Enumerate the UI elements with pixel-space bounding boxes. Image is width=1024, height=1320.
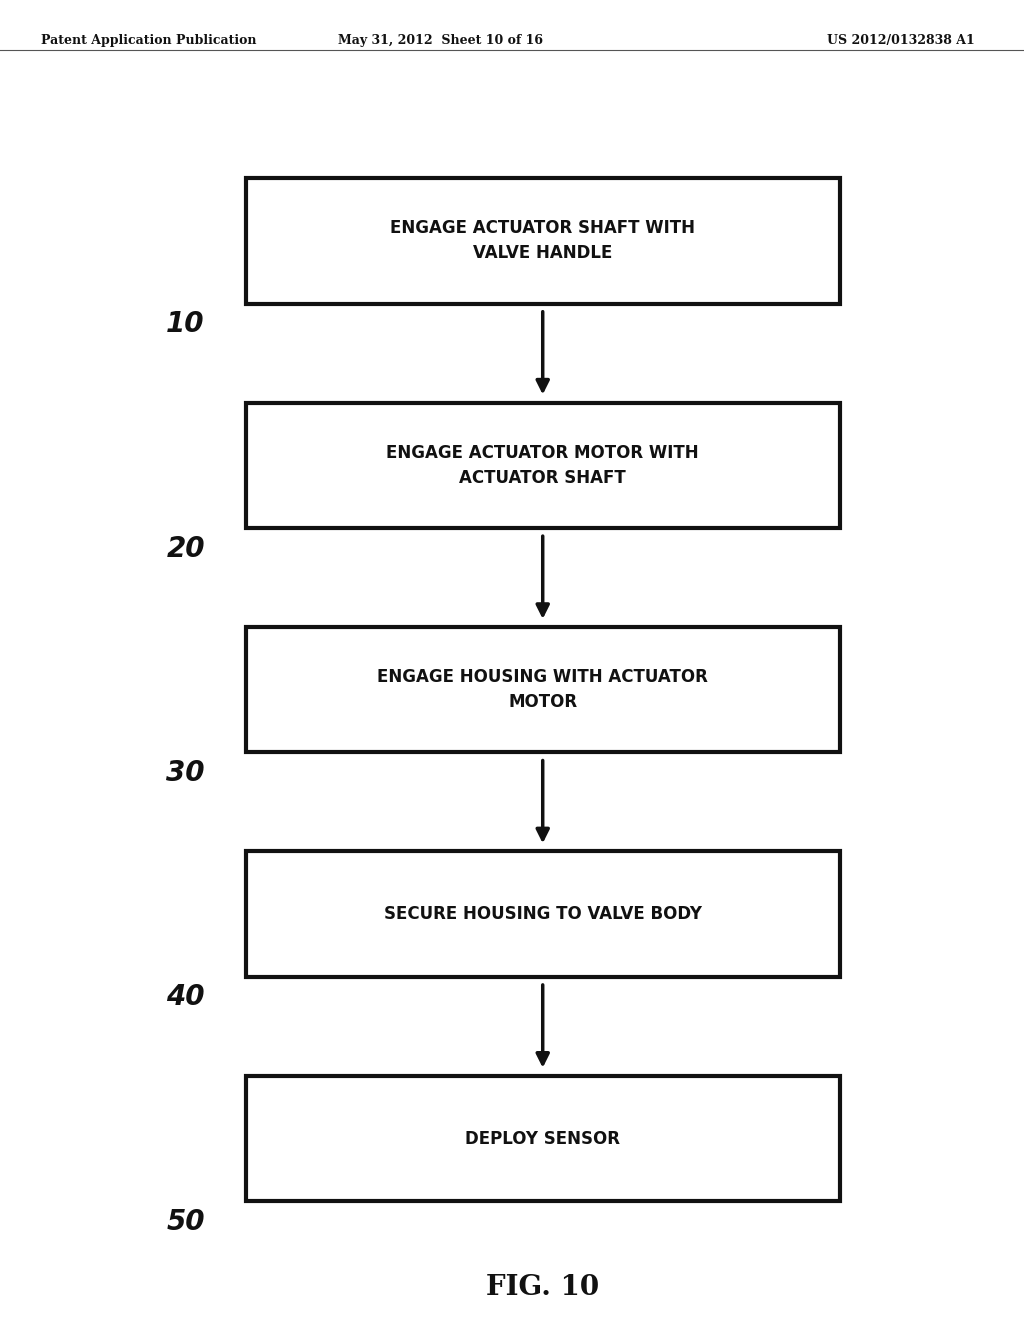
Text: Patent Application Publication: Patent Application Publication bbox=[41, 34, 256, 48]
Text: DEPLOY SENSOR: DEPLOY SENSOR bbox=[465, 1130, 621, 1147]
Text: 10: 10 bbox=[166, 310, 205, 338]
Text: 30: 30 bbox=[166, 759, 205, 787]
FancyBboxPatch shape bbox=[246, 403, 840, 528]
Text: ENGAGE HOUSING WITH ACTUATOR
MOTOR: ENGAGE HOUSING WITH ACTUATOR MOTOR bbox=[377, 668, 709, 711]
Text: 40: 40 bbox=[166, 983, 205, 1011]
FancyBboxPatch shape bbox=[246, 1076, 840, 1201]
Text: 50: 50 bbox=[166, 1208, 205, 1236]
Text: 20: 20 bbox=[166, 535, 205, 562]
Text: May 31, 2012  Sheet 10 of 16: May 31, 2012 Sheet 10 of 16 bbox=[338, 34, 543, 48]
Text: US 2012/0132838 A1: US 2012/0132838 A1 bbox=[827, 34, 975, 48]
Text: SECURE HOUSING TO VALVE BODY: SECURE HOUSING TO VALVE BODY bbox=[384, 906, 701, 923]
FancyBboxPatch shape bbox=[246, 627, 840, 752]
FancyBboxPatch shape bbox=[246, 178, 840, 304]
Text: ENGAGE ACTUATOR SHAFT WITH
VALVE HANDLE: ENGAGE ACTUATOR SHAFT WITH VALVE HANDLE bbox=[390, 219, 695, 263]
Text: ENGAGE ACTUATOR MOTOR WITH
ACTUATOR SHAFT: ENGAGE ACTUATOR MOTOR WITH ACTUATOR SHAF… bbox=[386, 444, 699, 487]
Text: FIG. 10: FIG. 10 bbox=[486, 1274, 599, 1300]
FancyBboxPatch shape bbox=[246, 851, 840, 977]
